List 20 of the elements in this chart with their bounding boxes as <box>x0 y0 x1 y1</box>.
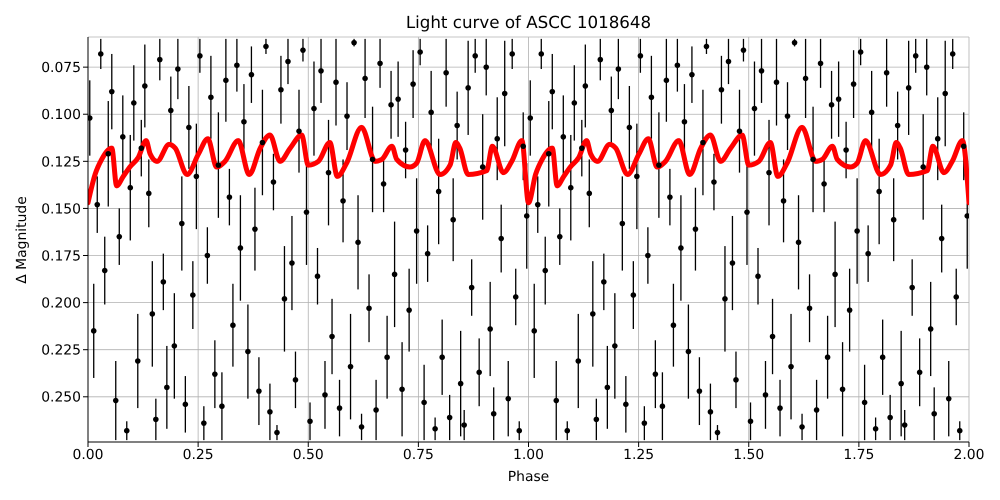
y-tick-label: 0.075 <box>41 60 81 76</box>
x-axis-title: Phase <box>508 469 550 485</box>
y-tick-label: 0.150 <box>41 201 81 218</box>
x-tick-label: 1.50 <box>733 446 764 463</box>
x-tick-label: 0.25 <box>182 446 214 463</box>
y-tick-label: 0.200 <box>41 296 81 312</box>
x-tick-label: 1.00 <box>513 446 544 463</box>
chart-title: Light curve of ASCC 1018648 <box>406 12 652 32</box>
x-tick-label: 2.00 <box>954 446 984 463</box>
y-tick-label: 0.100 <box>41 107 81 124</box>
x-tick-label: 1.75 <box>843 446 874 463</box>
y-tick-label: 0.250 <box>41 390 81 406</box>
y-axis-title: Δ Magnitude <box>14 196 30 284</box>
x-tick-label: 0.50 <box>292 446 324 463</box>
x-tick-label: 1.25 <box>623 446 654 463</box>
y-tick-label: 0.225 <box>41 342 81 359</box>
y-tick-label: 0.125 <box>41 154 81 170</box>
x-tick-label: 0.00 <box>72 446 104 463</box>
y-tick-label: 0.175 <box>41 248 81 264</box>
x-tick-label: 0.75 <box>402 446 434 463</box>
